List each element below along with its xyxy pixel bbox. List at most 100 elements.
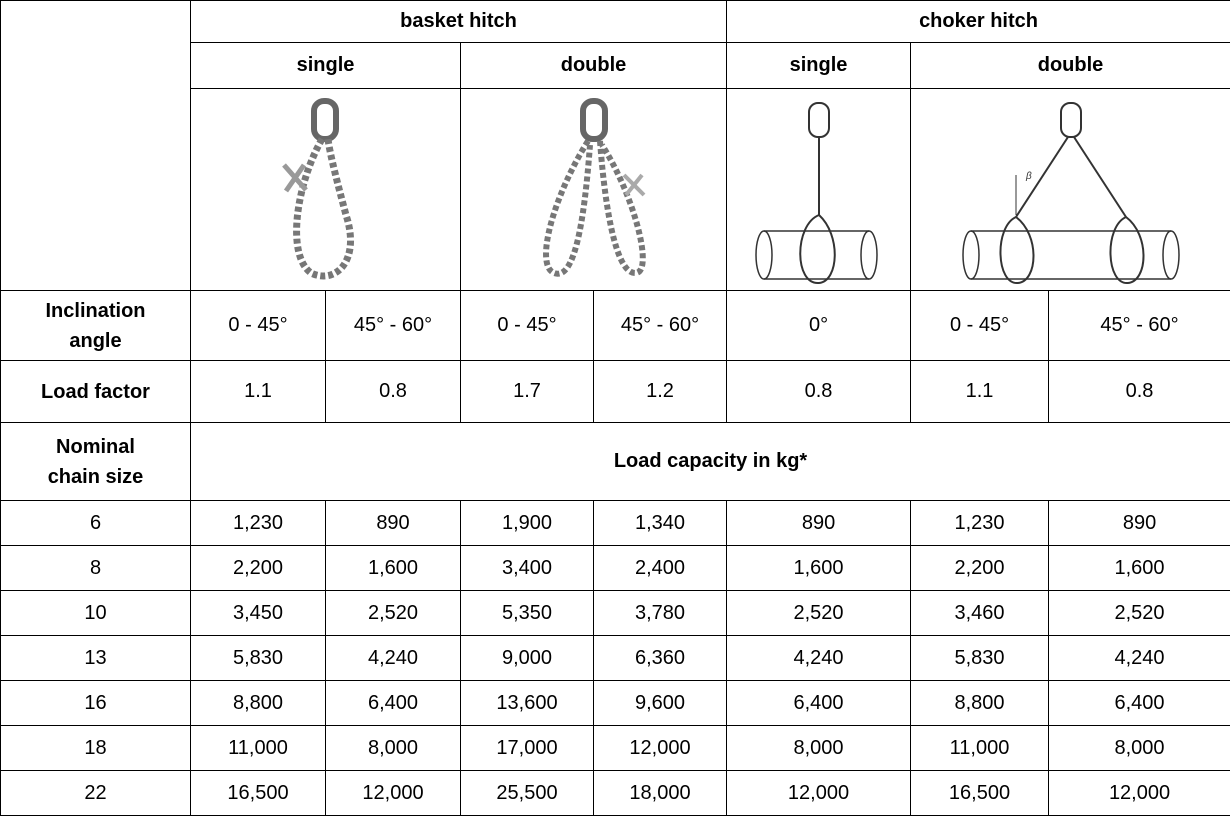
capacity-value: 6,400	[325, 680, 461, 726]
row-label: Nominal chain size	[0, 422, 191, 501]
capacity-value: 6,400	[1048, 680, 1230, 726]
capacity-value: 17,000	[460, 725, 594, 771]
chain-size: 22	[0, 770, 191, 816]
subgroup-header: single	[726, 42, 912, 89]
chain-size: 16	[0, 680, 191, 726]
table-row: Load factor 1.1 0.8 1.7 1.2 0.8 1.1 0.8	[0, 360, 1230, 423]
capacity-value: 8,000	[1048, 725, 1230, 771]
cell: 0.8	[726, 360, 912, 423]
table-row: Nominal chain size Load capacity in kg*	[0, 422, 1230, 501]
capacity-value: 4,240	[726, 635, 912, 681]
capacity-value: 16,500	[910, 770, 1050, 816]
image-cell	[726, 88, 912, 291]
capacity-value: 9,600	[592, 680, 728, 726]
capacity-value: 1,900	[460, 500, 594, 546]
capacity-value: 1,600	[726, 545, 912, 591]
chain-size: 10	[0, 590, 191, 636]
capacity-value: 2,520	[726, 590, 912, 636]
capacity-value: 2,200	[910, 545, 1050, 591]
cell: 45° - 60°	[592, 290, 728, 361]
capacity-value: 12,000	[1048, 770, 1230, 816]
basket-double-icon	[542, 97, 646, 277]
capacity-value: 12,000	[592, 725, 728, 771]
table-row: 8 2,200 1,600 3,400 2,400 1,600 2,200 1,600	[0, 545, 1230, 591]
capacity-value: 6,400	[726, 680, 912, 726]
capacity-value: 6,360	[592, 635, 728, 681]
cell: 1.2	[592, 360, 728, 423]
capacity-value: 8,000	[726, 725, 912, 771]
capacity-value: 2,520	[325, 590, 461, 636]
capacity-value: 890	[726, 500, 912, 546]
capacity-value: 3,450	[190, 590, 326, 636]
cell: 0 - 45°	[910, 290, 1050, 361]
table-row: 18 11,000 8,000 17,000 12,000 8,000 11,000 8,00…	[0, 725, 1230, 771]
row-label: Load factor	[0, 360, 191, 423]
capacity-value: 890	[325, 500, 461, 546]
chain-size: 8	[0, 545, 191, 591]
capacity-value: 11,000	[190, 725, 326, 771]
image-cell: β	[910, 88, 1230, 291]
capacity-value: 13,600	[460, 680, 594, 726]
capacity-value: 12,000	[325, 770, 461, 816]
image-cell	[459, 88, 728, 291]
capacity-value: 1,230	[190, 500, 326, 546]
cell: 0.8	[1048, 360, 1230, 423]
section-caption: Load capacity in kg*	[189, 422, 1230, 501]
chain-size: 6	[0, 500, 191, 546]
capacity-value: 4,240	[325, 635, 461, 681]
cell: 0.8	[325, 360, 461, 423]
capacity-value: 8,800	[190, 680, 326, 726]
table-row: 16 8,800 6,400 13,600 9,600 6,400 8,800 6,400	[0, 680, 1230, 726]
capacity-value: 5,830	[190, 635, 326, 681]
capacity-value: 3,780	[592, 590, 728, 636]
capacity-value: 890	[1048, 500, 1230, 546]
capacity-value: 2,200	[190, 545, 326, 591]
capacity-value: 18,000	[592, 770, 728, 816]
capacity-value: 8,000	[325, 725, 461, 771]
capacity-value: 12,000	[726, 770, 912, 816]
capacity-value: 1,340	[592, 500, 728, 546]
capacity-value: 1,230	[910, 500, 1050, 546]
capacity-value: 25,500	[460, 770, 594, 816]
chain-size: 18	[0, 725, 191, 771]
table-row: 6 1,230 890 1,900 1,340 890 1,230 890	[0, 500, 1230, 546]
group-header: choker hitch	[726, 0, 1230, 43]
capacity-value: 1,600	[1048, 545, 1230, 591]
chain-size: 13	[0, 635, 191, 681]
svg-text:β: β	[1025, 171, 1032, 182]
cell: 45° - 60°	[325, 290, 461, 361]
capacity-value: 16,500	[190, 770, 326, 816]
capacity-value: 5,830	[910, 635, 1050, 681]
capacity-value: 1,600	[325, 545, 461, 591]
capacity-value: 8,800	[910, 680, 1050, 726]
capacity-value: 5,350	[460, 590, 594, 636]
subgroup-header: double	[910, 42, 1230, 89]
capacity-value: 2,520	[1048, 590, 1230, 636]
cell: 45° - 60°	[1048, 290, 1230, 361]
cell: 1.1	[910, 360, 1050, 423]
image-cell	[190, 88, 461, 291]
capacity-value: 3,400	[460, 545, 594, 591]
choker-double-icon: β	[961, 101, 1180, 284]
cell: 0°	[726, 290, 912, 361]
table-row: 22 16,500 12,000 25,500 18,000 12,000 16,500 12…	[0, 770, 1230, 816]
capacity-value: 2,400	[592, 545, 728, 591]
cell: 0 - 45°	[460, 290, 594, 361]
corner-cell	[0, 0, 191, 291]
table-row: 10 3,450 2,520 5,350 3,780 2,520 3,460 2,520	[0, 590, 1230, 636]
row-label: Inclination angle	[0, 290, 191, 361]
subgroup-header: double	[459, 42, 728, 89]
capacity-value: 11,000	[910, 725, 1050, 771]
capacity-value: 4,240	[1048, 635, 1230, 681]
basket-single-icon	[281, 97, 354, 279]
cell: 0 - 45°	[190, 290, 326, 361]
subgroup-header: single	[190, 42, 461, 89]
choker-single-icon	[754, 101, 878, 284]
table-row: Inclination angle 0 - 45° 45° - 60° 0 - 45°…	[0, 290, 1230, 361]
table-row: 13 5,830 4,240 9,000 6,360 4,240 5,830 4,240	[0, 635, 1230, 681]
group-header: basket hitch	[189, 0, 728, 43]
cell: 1.7	[460, 360, 594, 423]
capacity-value: 9,000	[460, 635, 594, 681]
